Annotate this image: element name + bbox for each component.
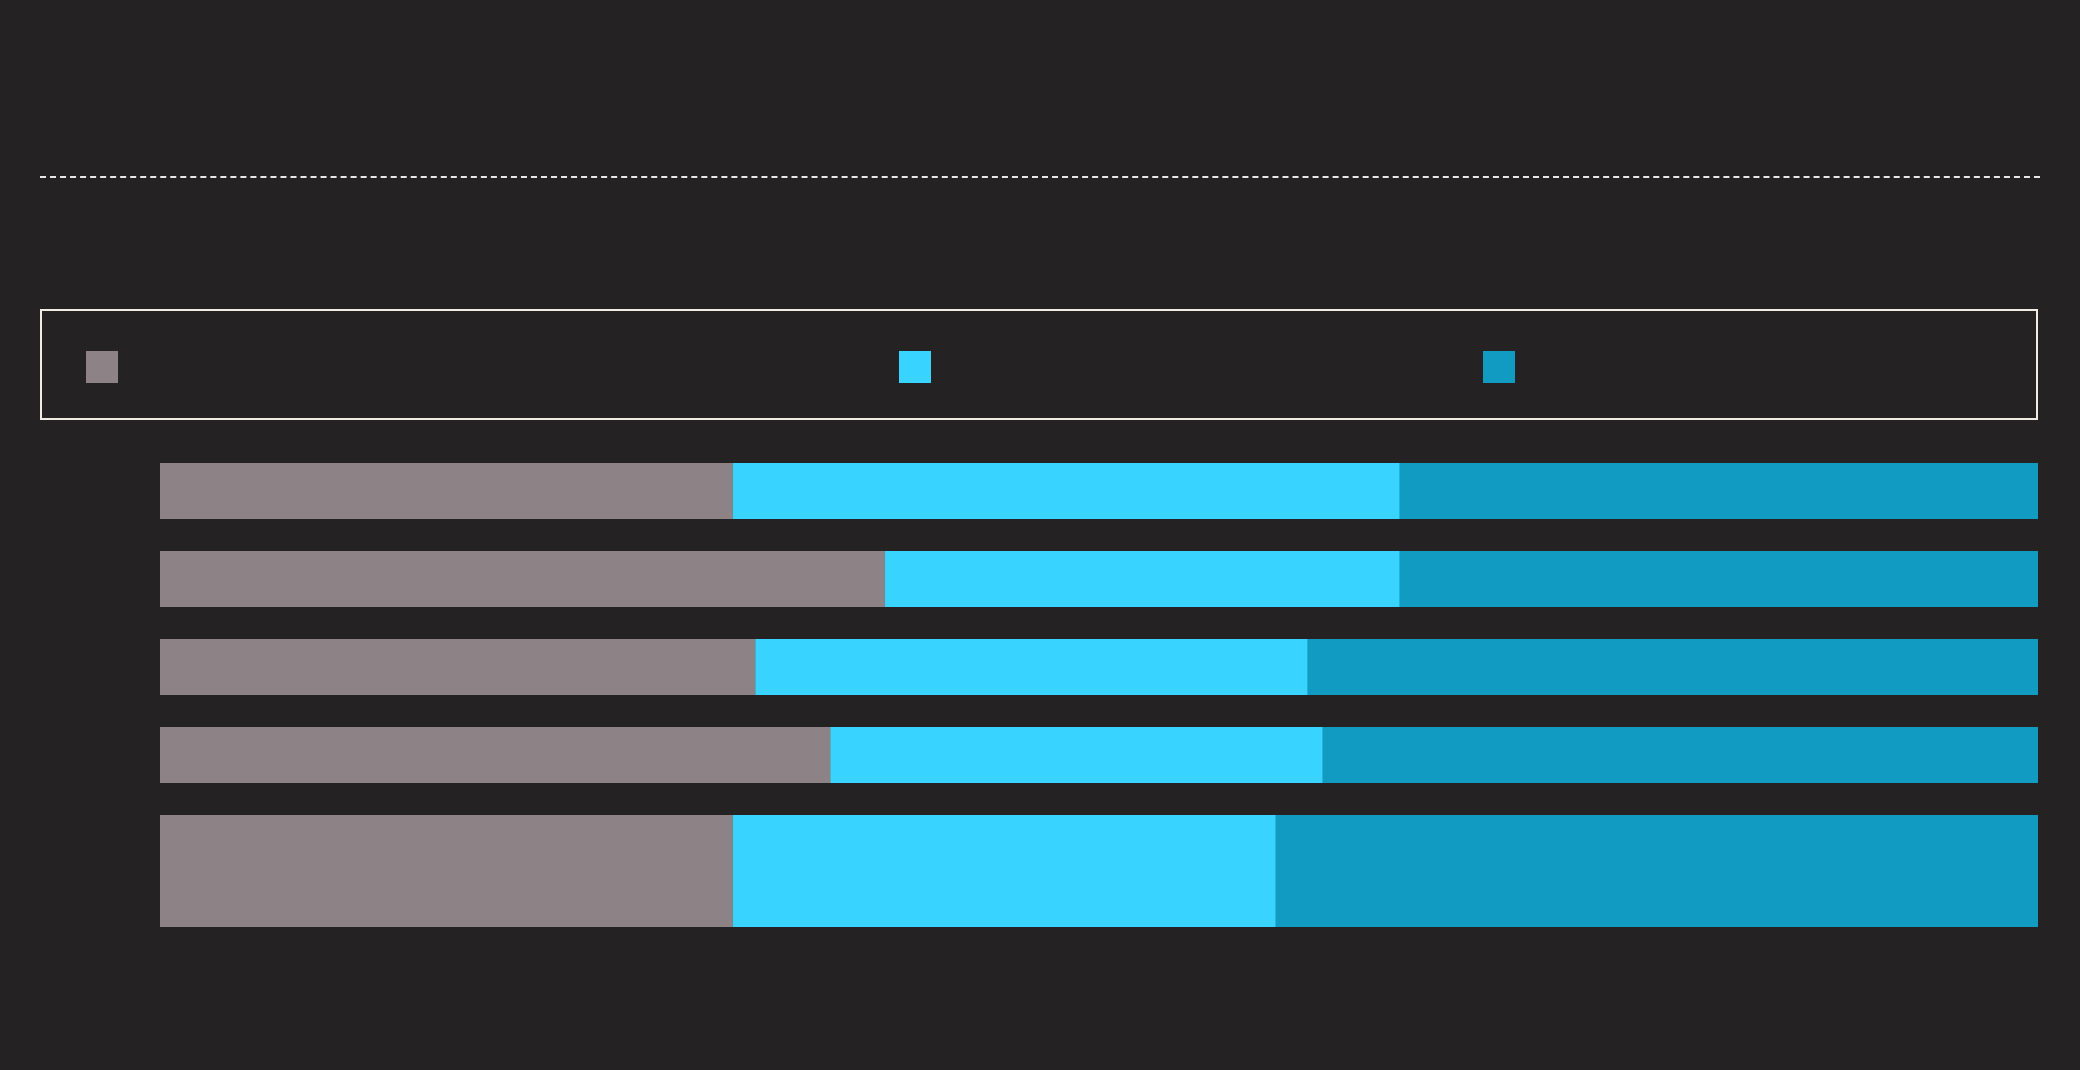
legend-swatch	[86, 351, 118, 383]
dashed-divider	[40, 176, 2040, 178]
legend-item	[1483, 351, 1527, 383]
bar-segment	[1399, 551, 2038, 607]
bar-segment	[160, 815, 733, 927]
bar-segment	[160, 551, 885, 607]
bar-segment	[160, 727, 831, 783]
chart-legend	[40, 309, 2038, 420]
bar-segment	[160, 639, 756, 695]
bar-segment	[1307, 639, 2038, 695]
bar-segment	[830, 727, 1323, 783]
bar-segment	[1399, 463, 2038, 519]
legend-item	[86, 351, 130, 383]
bar-segment	[732, 815, 1276, 927]
legend-swatch	[1483, 351, 1515, 383]
legend-swatch	[899, 351, 931, 383]
bar-segment	[1322, 727, 2038, 783]
bar-segment	[884, 551, 1400, 607]
bar-segment	[1275, 815, 2038, 927]
bar-segment	[755, 639, 1308, 695]
bar-segment	[732, 463, 1400, 519]
legend-item	[899, 351, 943, 383]
bar-segment	[160, 463, 733, 519]
